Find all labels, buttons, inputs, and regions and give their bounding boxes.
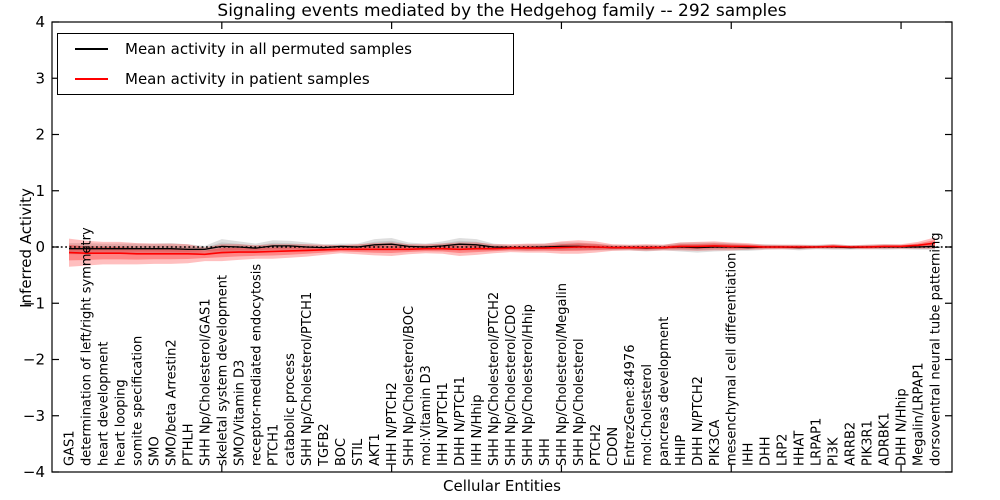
- x-category-label: SHH Np/Cholesterol/PTCH2: [487, 292, 502, 466]
- x-category-label: LRP2: [776, 434, 791, 466]
- y-tick-label: −4: [23, 463, 45, 481]
- x-category-label: DHH N/Hhip: [895, 388, 910, 466]
- x-category-label: IHH N/PTCH2: [385, 382, 400, 466]
- x-category-label: ADRBK1: [878, 412, 893, 466]
- x-category-label: pancreas development: [657, 317, 672, 466]
- x-category-label: SHH: [538, 438, 553, 466]
- x-category-label: GAS1: [63, 431, 78, 467]
- y-tick-label: −3: [23, 407, 45, 425]
- x-category-label: SMO: [147, 436, 162, 466]
- x-category-label: SHH Np/Cholesterol/PTCH1: [300, 292, 315, 466]
- x-category-label: IHH N/Hhip: [470, 395, 485, 467]
- x-category-label: LRPAP1: [810, 418, 825, 466]
- x-category-label: PTCH2: [589, 424, 604, 466]
- y-tick-label: −1: [23, 294, 45, 312]
- x-category-label: HHIP: [674, 435, 689, 466]
- x-category-label: mol:Cholesterol: [640, 364, 655, 466]
- x-category-label: Megalin/LRPAP1: [912, 362, 927, 466]
- y-tick-label: 4: [35, 13, 45, 31]
- x-category-label: BOC: [334, 438, 349, 466]
- x-category-label: dorsoventral neural tube patterning: [929, 233, 944, 466]
- legend-label-permuted: Mean activity in all permuted samples: [125, 40, 412, 58]
- legend-entry-patient: Mean activity in patient samples: [58, 64, 513, 94]
- x-category-label: IHH: [742, 443, 757, 466]
- y-tick-label: 0: [35, 238, 45, 256]
- legend-label-patient: Mean activity in patient samples: [125, 70, 370, 88]
- x-category-label: DHH: [759, 436, 774, 466]
- patient-line-swatch: [75, 78, 108, 80]
- x-category-label: mesenchymal cell differentiation: [725, 253, 740, 466]
- x-category-label: EntrezGene:84976: [623, 345, 638, 466]
- x-category-label: determination of left/right symmetry: [80, 227, 95, 466]
- x-category-label: PIK3R1: [861, 420, 876, 466]
- x-category-label: TGFB2: [317, 423, 332, 467]
- y-tick-label: 2: [35, 126, 45, 144]
- x-category-label: PI3K: [827, 437, 842, 466]
- x-category-label: mol:Vitamin D3: [419, 365, 434, 466]
- x-category-label: SMO/beta Arrestin2: [164, 339, 179, 466]
- patient-mean-line: [68, 242, 936, 256]
- x-category-label: HHAT: [793, 431, 808, 466]
- x-category-label: SMO/Vitamin D3: [232, 360, 247, 466]
- x-category-label: heart looping: [113, 379, 128, 466]
- x-category-label: SHH Np/Cholesterol/CDO: [504, 305, 519, 466]
- x-category-label: CDON: [606, 427, 621, 466]
- patient-band: [69, 237, 935, 267]
- x-category-label: SHH Np/Cholesterol/GAS1: [198, 298, 213, 466]
- x-category-label: SHH Np/Cholesterol/Megalin: [555, 283, 570, 466]
- x-category-label: SHH Np/Cholesterol/BOC: [402, 306, 417, 466]
- x-category-label: receptor-mediated endocytosis: [249, 264, 264, 466]
- x-category-label: PTHLH: [181, 423, 196, 466]
- x-category-label: STIL: [351, 438, 366, 466]
- x-category-label: ARRB2: [844, 422, 859, 466]
- x-category-labels: GAS1 determination of left/right symmetry…: [63, 227, 944, 467]
- x-category-label: PIK3CA: [708, 419, 723, 466]
- x-category-label: IHH N/PTCH1: [436, 382, 451, 466]
- x-category-label: PTCH1: [266, 424, 281, 466]
- x-category-label: heart development: [96, 341, 111, 466]
- x-category-label: AKT1: [368, 433, 383, 466]
- y-tick-label: 1: [35, 182, 45, 200]
- x-axis-label: Cellular Entities: [443, 477, 561, 495]
- x-category-label: DHH N/PTCH1: [453, 376, 468, 466]
- x-category-label: somite specification: [130, 336, 145, 466]
- y-ticks: 4 3 2 1 0 −1 −2 −3 −4: [23, 13, 952, 481]
- y-tick-label: 3: [35, 69, 45, 87]
- permuted-line-swatch: [75, 48, 108, 50]
- legend-entry-permuted: Mean activity in all permuted samples: [58, 34, 513, 64]
- x-category-label: SHH Np/Cholesterol/Hhip: [521, 304, 536, 466]
- x-category-label: SHH Np/Cholesterol: [572, 338, 587, 466]
- x-category-label: DHH N/PTCH2: [691, 376, 706, 466]
- x-ticks: [221, 22, 902, 472]
- x-category-label: catabolic process: [283, 353, 298, 466]
- y-tick-label: −2: [23, 351, 45, 369]
- x-category-label: skeletal system development: [215, 275, 230, 466]
- chart-title: Signaling events mediated by the Hedgeho…: [217, 1, 787, 21]
- legend: Mean activity in all permuted samples Me…: [57, 33, 514, 95]
